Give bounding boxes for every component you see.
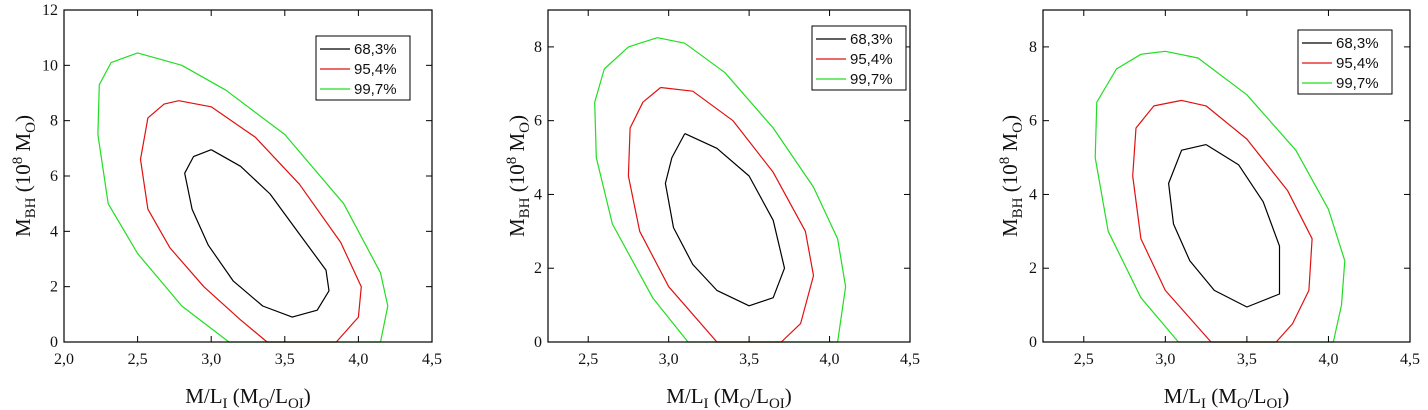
contour-954-curve [627,86,815,343]
y-tick-label: 6 [534,113,542,130]
legend-label: 99,7% [850,71,893,88]
x-tick-label: 4,5 [1400,351,1420,368]
x-axis-label: M/LI (MO/LOI) [1164,384,1290,410]
y-axis-label: MBH (108 MO) [504,115,533,237]
x-tick-label: 3,0 [659,351,679,368]
y-tick-label: 0 [50,334,58,351]
y-tick-label: 4 [534,186,542,203]
y-tick-label: 12 [42,2,58,19]
x-tick-label: 3,0 [1155,351,1175,368]
legend-label: 95,4% [850,51,893,68]
x-tick-label: 4,0 [1318,351,1338,368]
y-tick-label: 0 [534,334,542,351]
y-axis-label: MBH (108 MO) [10,115,39,237]
chart-panel-2: 2,5 3,0 3,5 4,0 4,5 0 2 4 6 8 M/LI (MO/LOI) MBH (10… [504,9,920,410]
chart-panel-1: 2,0 2,5 3,0 3,5 4,0 4,5 0 2 4 6 8 10 12 M/LI (MO/LOI)… [10,2,442,410]
x-tick-label: 4,0 [348,351,368,368]
x-tick-label: 3,0 [201,351,221,368]
y-tick-label: 10 [42,57,58,74]
legend-label: 95,4% [354,61,397,78]
contour-997-curve [1094,50,1346,343]
legend-label: 99,7% [1336,75,1379,92]
y-tick-label: 8 [534,39,542,56]
y-tick-label: 2 [534,260,542,277]
y-tick-label: 4 [50,223,58,240]
y-tick-label: 2 [1029,260,1037,277]
legend-label: 99,7% [354,81,397,98]
x-axis-label: M/LI (MO/LOI) [666,384,792,410]
contour-683-curve [664,133,786,307]
x-tick-label: 3,5 [1237,351,1257,368]
x-tick-label: 2,5 [578,351,598,368]
y-tick-label: 8 [50,113,58,130]
plot-frame [1042,9,1411,343]
y-tick-label: 2 [50,279,58,296]
x-axis-label: M/LI (MO/LOI) [185,384,311,410]
chart-panel-3: 2,5 3,0 3,5 4,0 4,5 0 2 4 6 8 M/LI (MO/LOI) MBH (10… [997,9,1420,410]
y-tick-label: 6 [1029,113,1037,130]
legend-label: 95,4% [1336,55,1379,72]
y-tick-label: 6 [50,168,58,185]
x-tick-label: 2,0 [54,351,74,368]
x-tick-label: 2,5 [1074,351,1094,368]
x-tick-label: 4,5 [900,351,920,368]
contour-683-curve [1168,144,1281,308]
contour-954-curve [139,100,362,343]
x-tick-label: 4,5 [422,351,442,368]
x-tick-label: 3,5 [739,351,759,368]
y-axis-label: MBH (108 MO) [997,115,1026,237]
legend-label: 68,3% [850,31,893,48]
legend-label: 68,3% [354,41,397,58]
x-tick-label: 2,5 [128,351,148,368]
x-tick-label: 3,5 [275,351,295,368]
legend: 68,3% 95,4% 99,7% [1297,29,1393,95]
legend: 68,3% 95,4% 99,7% [811,25,907,91]
contour-954-curve [1132,99,1313,343]
legend: 68,3% 95,4% 99,7% [315,35,411,101]
y-tick-label: 8 [1029,39,1037,56]
y-tick-label: 0 [1029,334,1037,351]
y-tick-label: 4 [1029,186,1037,203]
plot-frame [547,9,911,343]
x-tick-label: 4,0 [820,351,840,368]
legend-label: 68,3% [1336,35,1379,52]
contour-683-curve [184,149,330,318]
